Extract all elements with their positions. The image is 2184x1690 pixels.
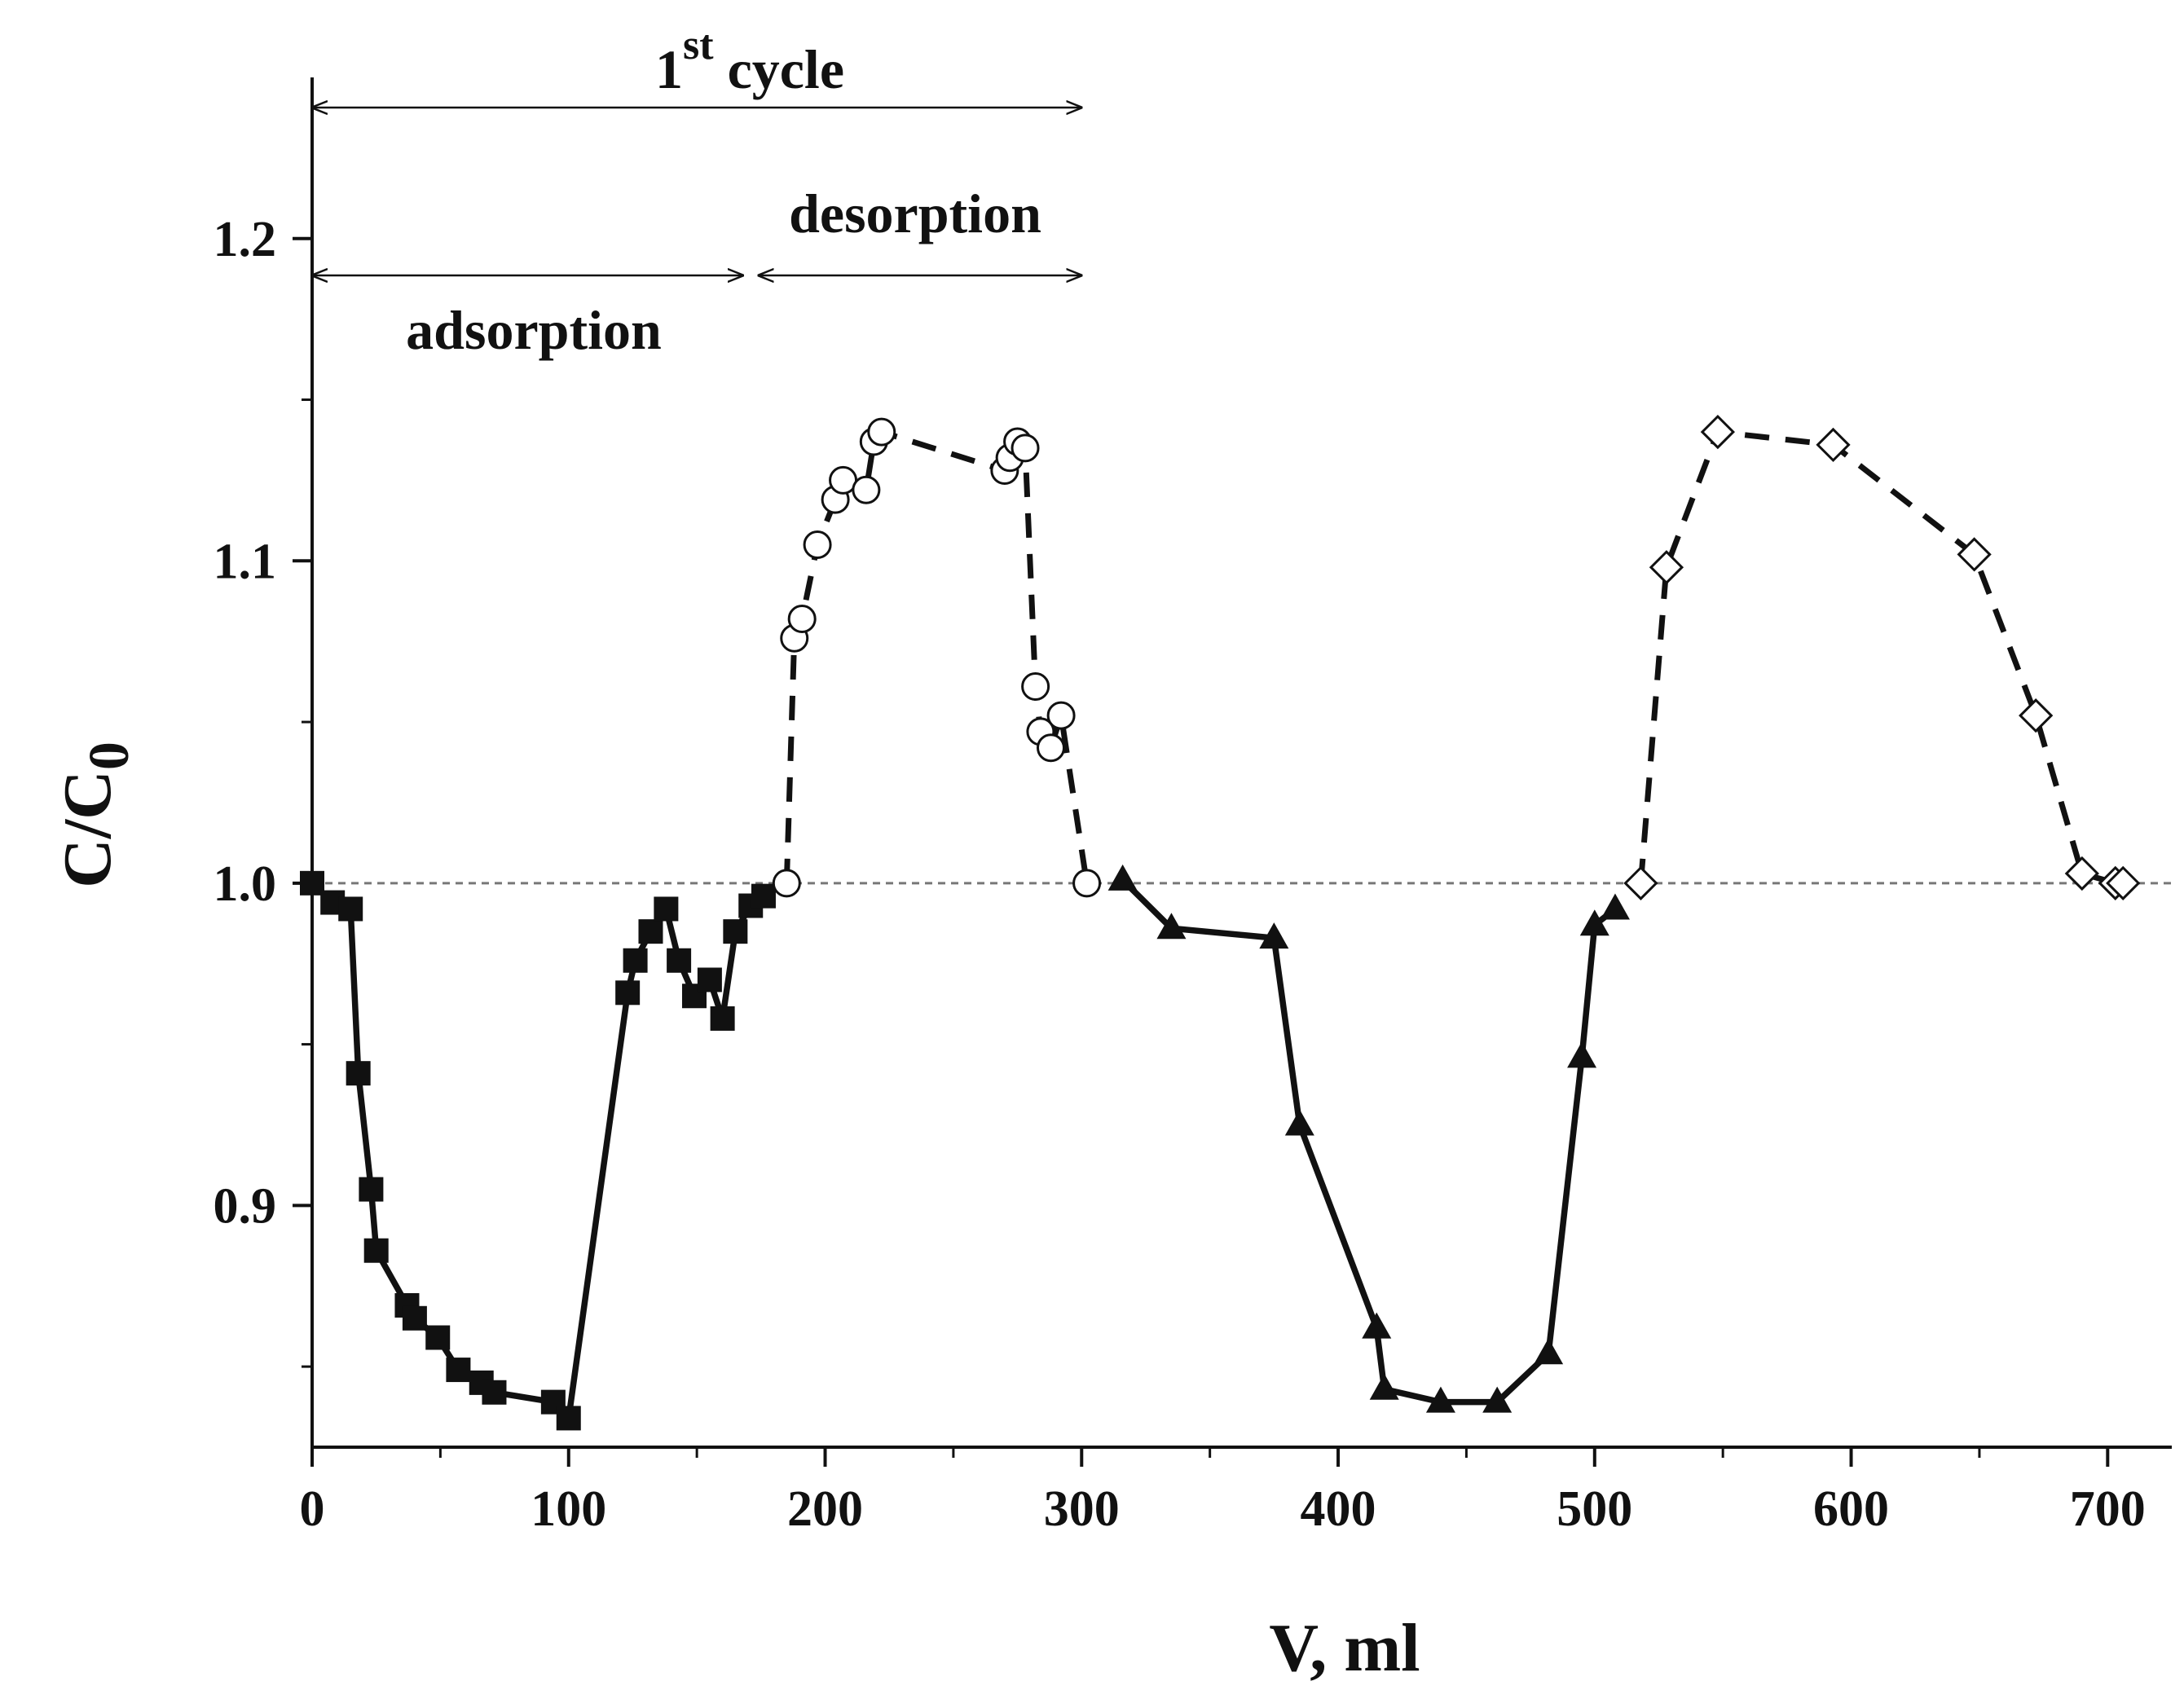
data-point-circle (772, 869, 801, 898)
data-point-diamond (1649, 550, 1684, 585)
cycle-label-number: 1 (655, 38, 683, 100)
data-point-square (482, 1380, 507, 1405)
x-tick-label: 500 (1557, 1481, 1632, 1537)
data-point-square (556, 1406, 581, 1431)
data-point-circle (1021, 672, 1050, 702)
y-tick-label: 1.1 (214, 534, 277, 589)
cycle-label-sup: st (683, 22, 714, 68)
data-point-diamond (2106, 865, 2141, 900)
data-point-square (723, 919, 748, 944)
y-tick-label: 1.2 (214, 212, 277, 267)
data-point-circle (867, 417, 896, 447)
data-point-circle (787, 604, 817, 633)
data-point-triangle (1259, 922, 1289, 949)
data-point-diamond (1816, 427, 1851, 463)
data-point-circle (803, 530, 832, 560)
data-point-circle (1037, 733, 1066, 763)
data-point-square (710, 1006, 735, 1031)
data-point-triangle (1362, 1312, 1392, 1339)
desorption-label: desorption (789, 183, 1041, 244)
data-point-square (667, 948, 692, 973)
data-point-triangle (1369, 1373, 1399, 1400)
data-point-triangle (1107, 864, 1138, 891)
cycle-label-rest: cycle (714, 38, 844, 100)
x-tick-label: 600 (1813, 1481, 1889, 1537)
series-line (1120, 878, 1618, 1406)
data-point-square (751, 883, 776, 909)
x-axis-title: V, ml (1269, 1610, 1420, 1686)
x-tick-label: 700 (2070, 1481, 2146, 1537)
x-tick-label: 100 (531, 1481, 606, 1537)
y-axis-title-main: C/C (50, 770, 125, 888)
data-point-triangle (1425, 1386, 1455, 1413)
data-point-square (638, 919, 663, 944)
x-tick-label: 200 (787, 1481, 863, 1537)
data-point-circle (1046, 701, 1076, 730)
adsorption-label: adsorption (406, 299, 662, 361)
data-point-circle (852, 475, 881, 504)
cycle-label: 1st cycle (655, 22, 844, 100)
data-point-square (654, 896, 679, 922)
data-point-square (338, 896, 363, 922)
data-point-triangle (1534, 1338, 1564, 1365)
data-point-diamond (1700, 414, 1735, 450)
data-point-square (615, 980, 641, 1006)
y-tick-label: 1.0 (214, 856, 277, 912)
data-point-square (346, 1061, 371, 1086)
data-point-square (446, 1358, 471, 1383)
series-line (310, 881, 766, 1422)
x-tick-label: 0 (300, 1481, 325, 1537)
y-tick-label: 0.9 (214, 1178, 277, 1234)
x-tick-label: 300 (1044, 1481, 1120, 1537)
y-axis-title: C/C0 (50, 742, 141, 888)
data-point-triangle (1284, 1109, 1314, 1136)
data-point-square (363, 1238, 389, 1263)
x-tick-label: 400 (1301, 1481, 1376, 1537)
data-point-circle (1072, 869, 1102, 898)
data-point-triangle (1600, 893, 1630, 920)
data-point-triangle (1156, 913, 1187, 940)
data-point-square (402, 1305, 427, 1331)
data-point-square (425, 1325, 451, 1350)
data-point-square (300, 870, 324, 896)
y-axis-title-sub: 0 (78, 742, 141, 770)
data-point-circle (1011, 434, 1040, 463)
data-point-triangle (1579, 909, 1609, 936)
data-point-square (697, 967, 722, 992)
data-point-square (359, 1177, 384, 1202)
data-point-diamond (1957, 537, 1992, 572)
data-point-triangle (1482, 1386, 1513, 1413)
data-point-diamond (2064, 856, 2099, 891)
data-point-triangle (1567, 1041, 1597, 1068)
series-line (1637, 429, 2124, 887)
data-point-diamond (1623, 865, 1658, 900)
data-point-square (623, 948, 648, 973)
data-point-diamond (2019, 698, 2054, 733)
